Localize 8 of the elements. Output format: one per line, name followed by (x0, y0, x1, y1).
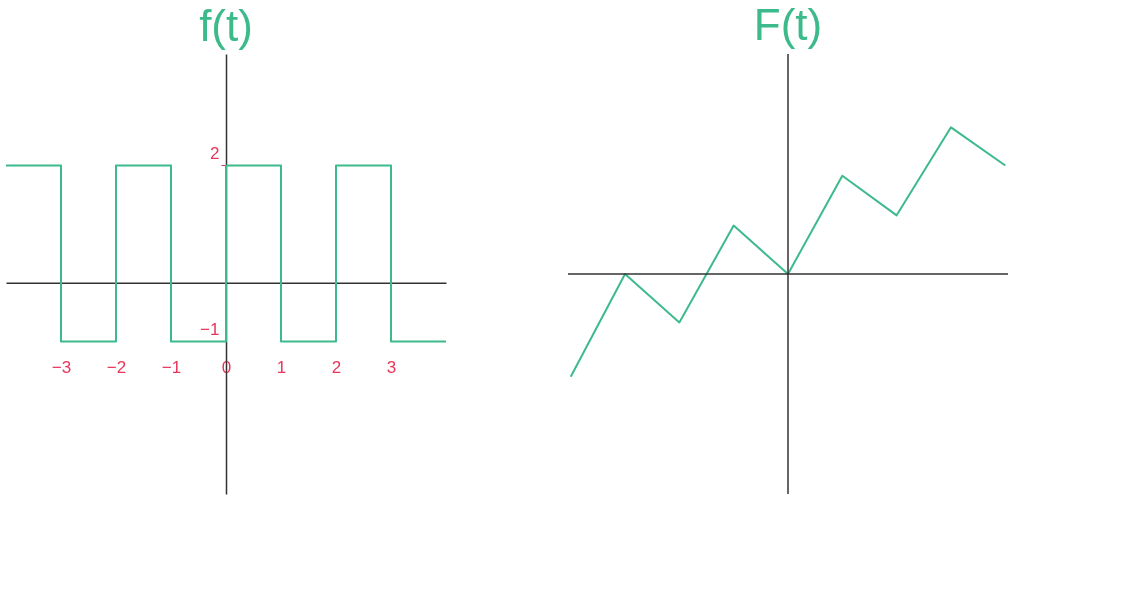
x-tick-label: 3 (386, 358, 397, 378)
x-tick-label: −3 (51, 358, 72, 378)
x-tick-label: 2 (331, 358, 342, 378)
x-tick-label: −1 (161, 358, 182, 378)
chart-title: F(t) (753, 0, 823, 50)
x-tick-label: 1 (276, 358, 287, 378)
x-tick-label: −2 (106, 358, 127, 378)
chart-title: f(t) (199, 1, 253, 50)
